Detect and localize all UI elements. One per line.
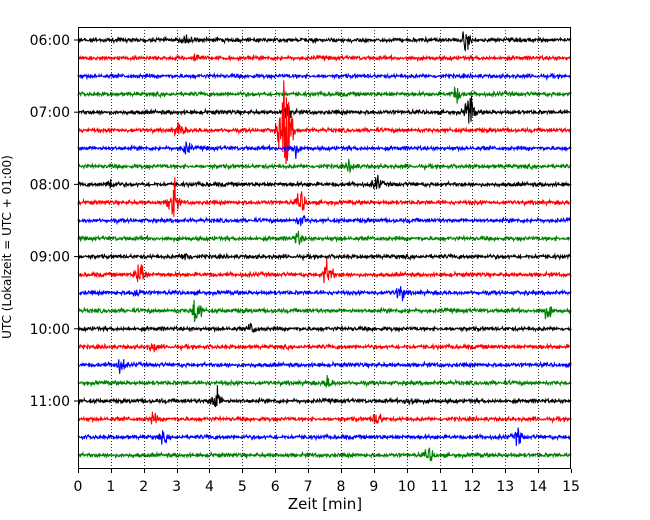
trace-0730 — [77, 141, 572, 159]
x-tick-label: 10 — [398, 479, 416, 495]
y-tick-label: 07:00 — [30, 105, 70, 121]
trace-1145 — [77, 447, 572, 462]
trace-1045 — [77, 374, 572, 388]
trace-group — [77, 31, 572, 462]
trace-0630 — [77, 71, 572, 81]
x-tick-label: 15 — [562, 479, 580, 495]
x-tick-label: 14 — [529, 479, 547, 495]
x-axis-label: Zeit [min] — [288, 495, 362, 513]
trace-0645 — [77, 85, 572, 104]
trace-1130 — [77, 427, 572, 447]
y-tick-label: 08:00 — [30, 177, 70, 193]
trace-0600 — [77, 31, 572, 53]
trace-1000 — [77, 322, 572, 334]
y-axis-label: UTC (Lokalzeit = UTC + 01:00) — [0, 155, 14, 339]
x-tick-label: 0 — [74, 479, 83, 495]
trace-0715 — [77, 80, 572, 165]
trace-0830 — [77, 214, 572, 227]
y-tick-label: 06:00 — [30, 33, 70, 49]
x-tick-label: 2 — [139, 479, 148, 495]
trace-0900 — [77, 252, 572, 262]
trace-0700 — [77, 95, 572, 124]
trace-0800 — [77, 174, 572, 190]
x-tick-label: 5 — [238, 479, 247, 495]
x-tick-label: 6 — [271, 479, 280, 495]
y-tick-label: 10:00 — [30, 322, 70, 338]
x-tick-label: 1 — [106, 479, 115, 495]
x-tick-label: 4 — [205, 479, 214, 495]
y-tick-label: 09:00 — [30, 250, 70, 266]
trace-0845 — [77, 230, 572, 245]
x-tick-label: 9 — [369, 479, 378, 495]
trace-0615 — [77, 53, 572, 63]
plot-frame — [78, 27, 571, 469]
y-tick-label: 11:00 — [30, 394, 70, 410]
trace-1030 — [77, 359, 572, 374]
trace-1115 — [77, 411, 572, 425]
x-tick-label: 13 — [496, 479, 514, 495]
x-axis: 0 1 2 3 4 5 6 7 8 9 10 11 12 13 14 15 — [74, 469, 580, 495]
x-tick-label: 8 — [336, 479, 345, 495]
x-tick-label: 12 — [463, 479, 481, 495]
x-tick-label: 7 — [304, 479, 313, 495]
trace-0930 — [77, 286, 572, 302]
trace-0745 — [77, 158, 572, 174]
trace-0945 — [77, 299, 572, 323]
trace-0815 — [77, 177, 572, 217]
x-tick-label: 11 — [431, 479, 449, 495]
trace-1100 — [77, 385, 572, 408]
y-axis: 06:00 07:00 08:00 09:00 10:00 11:00 — [30, 33, 78, 410]
x-tick-label: 3 — [172, 479, 181, 495]
trace-0915 — [77, 258, 572, 284]
trace-1015 — [77, 342, 572, 353]
